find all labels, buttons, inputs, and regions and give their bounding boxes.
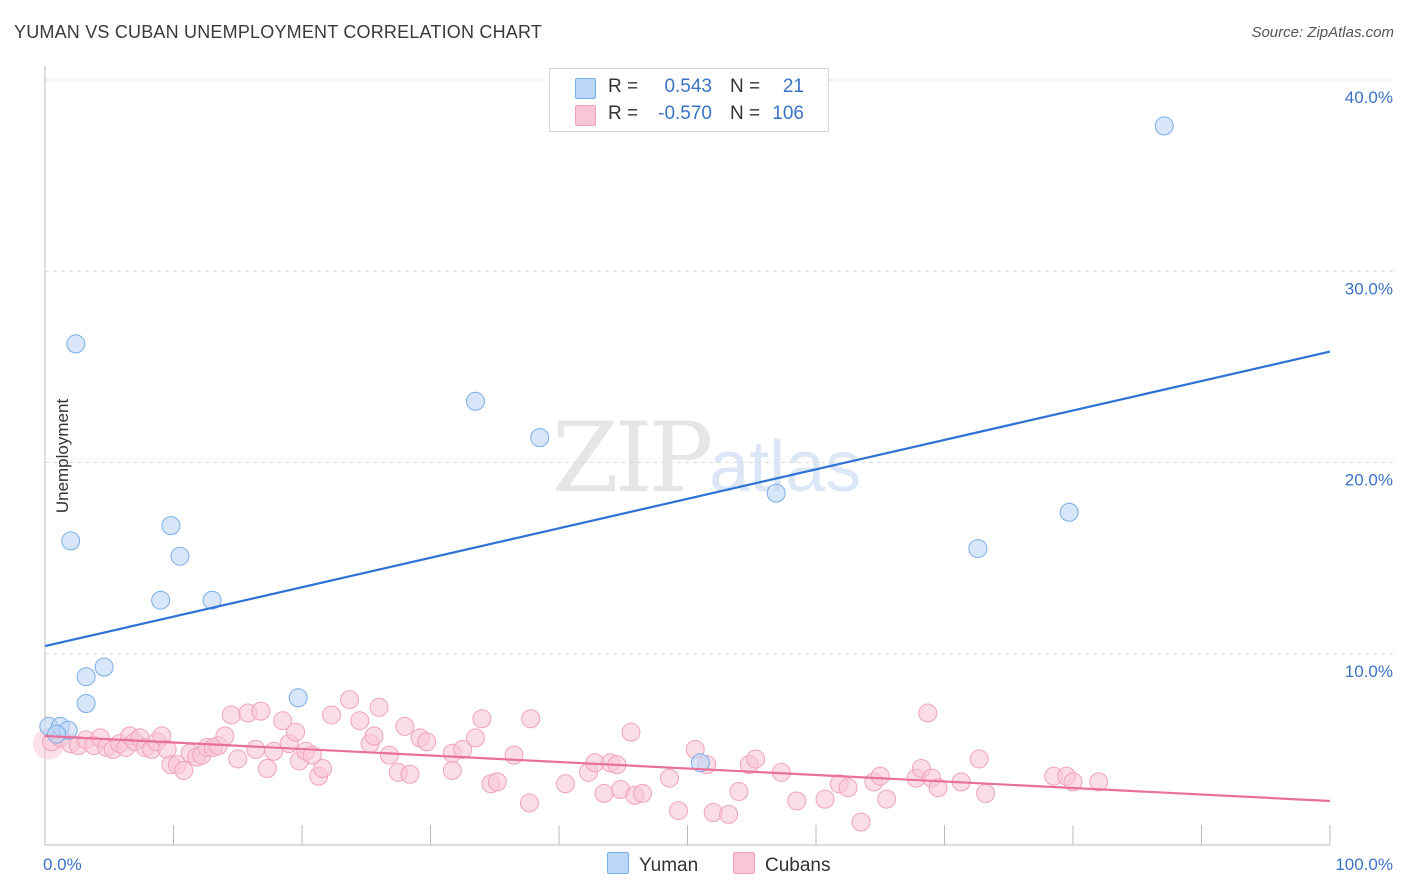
point-cubans (918, 703, 938, 723)
x-tick-label: 100.0% (1335, 855, 1393, 874)
point-cubans (273, 711, 293, 731)
point-cubans (719, 804, 739, 824)
point-yuman (766, 483, 786, 503)
point-cubans (621, 722, 641, 742)
point-cubans (787, 791, 807, 811)
point-yuman (94, 657, 114, 677)
bottom-legend-swatch-yuman (607, 852, 629, 874)
point-cubans (417, 732, 437, 752)
point-cubans (228, 749, 248, 769)
point-cubans (395, 716, 415, 736)
bottom-legend-label-yuman: Yuman (639, 855, 699, 876)
point-cubans (1089, 772, 1109, 792)
point-cubans (472, 709, 492, 729)
y-tick-label: 40.0% (1345, 88, 1393, 107)
point-cubans (487, 772, 507, 792)
point-yuman (170, 546, 190, 566)
correlation-legend: R = 0.543 N = 21 R = -0.570 N = 106 (549, 68, 829, 132)
point-cubans (729, 781, 749, 801)
point-yuman (47, 724, 67, 744)
legend-n-label: N = (730, 103, 761, 124)
legend-n-label: N = (730, 76, 761, 97)
point-cubans (442, 760, 462, 780)
point-cubans (453, 739, 473, 759)
watermark-main: ZIP (552, 402, 713, 514)
y-tick-label: 10.0% (1345, 662, 1393, 681)
y-tick-label: 30.0% (1345, 279, 1393, 298)
point-yuman (465, 391, 485, 411)
point-cubans (521, 709, 541, 729)
point-yuman (161, 516, 181, 536)
y-tick-label: 20.0% (1345, 471, 1393, 490)
point-cubans (286, 722, 306, 742)
point-cubans (364, 726, 384, 746)
point-cubans (313, 759, 333, 778)
watermark: ZIPatlas (552, 402, 861, 514)
x-tick-label: 0.0% (43, 855, 82, 874)
point-cubans (350, 711, 370, 731)
point-cubans (519, 793, 539, 813)
point-cubans (174, 760, 194, 780)
point-yuman (66, 334, 86, 354)
legend-swatch-cubans (575, 105, 596, 126)
point-cubans (851, 812, 871, 832)
legend-n-value: 106 (772, 103, 804, 124)
bottom-legend-label-cubans: Cubans (765, 855, 831, 876)
point-yuman (76, 667, 96, 687)
legend-swatch-yuman (575, 78, 596, 99)
point-yuman (690, 753, 710, 773)
point-cubans (465, 728, 485, 748)
chart-title: YUMAN VS CUBAN UNEMPLOYMENT CORRELATION … (14, 22, 543, 42)
point-cubans (660, 768, 680, 788)
point-cubans (221, 705, 241, 725)
point-cubans (594, 783, 614, 803)
point-cubans (877, 789, 897, 809)
point-yuman (968, 539, 988, 559)
legend-r-label: R = (608, 103, 639, 124)
point-cubans (815, 789, 835, 809)
bottom-legend-swatch-cubans (733, 852, 755, 874)
legend-r-value: 0.543 (664, 76, 712, 97)
point-yuman (151, 590, 171, 610)
point-cubans (838, 778, 858, 798)
point-yuman (76, 693, 96, 713)
bottom-legend-cubans: Cubans (733, 852, 831, 877)
point-cubans (246, 739, 266, 759)
legend-r-label: R = (608, 76, 639, 97)
point-cubans (870, 766, 890, 786)
point-yuman (1154, 116, 1174, 136)
point-yuman (61, 531, 81, 551)
point-cubans (976, 783, 996, 803)
point-yuman (1059, 502, 1079, 522)
point-cubans (379, 745, 399, 765)
point-cubans (969, 749, 989, 769)
y-axis-label: Unemployment (53, 398, 73, 514)
point-cubans (322, 705, 342, 725)
point-cubans (504, 745, 524, 765)
legend-r-value: -0.570 (658, 103, 712, 124)
point-cubans (400, 764, 420, 784)
point-cubans (257, 759, 277, 778)
point-cubans (1063, 772, 1083, 792)
point-cubans (746, 749, 766, 769)
point-cubans (555, 774, 575, 794)
point-yuman (530, 428, 550, 448)
point-yuman (288, 688, 308, 708)
trendline-cubans (44, 734, 1331, 803)
point-yuman (202, 590, 222, 610)
trendline-yuman (44, 350, 1331, 648)
point-cubans (928, 778, 948, 798)
point-cubans (251, 701, 271, 721)
source-label: Source: ZipAtlas.com (1251, 24, 1394, 41)
legend-row-yuman: R = 0.543 N = 21 (550, 74, 828, 100)
point-cubans (340, 690, 360, 710)
point-cubans (369, 697, 389, 717)
point-cubans (215, 726, 235, 746)
legend-row-cubans: R = -0.570 N = 106 (550, 101, 828, 127)
legend-n-value: 21 (782, 76, 804, 97)
point-cubans (669, 801, 689, 821)
bottom-legend-yuman: Yuman (607, 852, 698, 877)
point-cubans (633, 783, 653, 803)
